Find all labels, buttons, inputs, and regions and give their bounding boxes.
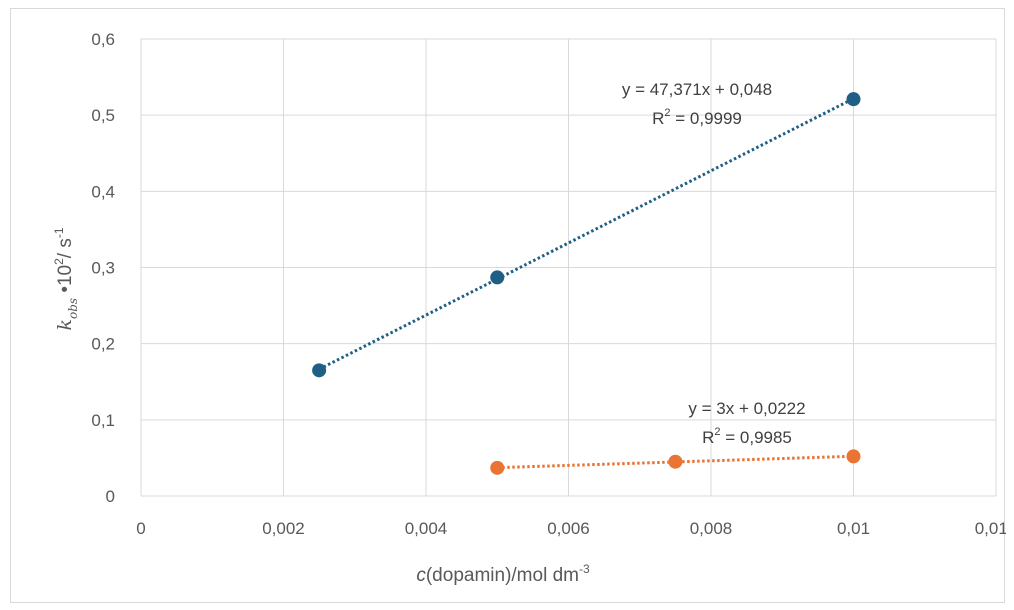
- series-1-r-squared: R2 = 0,9999: [652, 107, 742, 128]
- y-tick-label-3: 0,3: [91, 259, 115, 278]
- series-1-equation: y = 47,371x + 0,048: [622, 80, 772, 99]
- data-points: [312, 92, 861, 475]
- series-1-trendline: [318, 97, 855, 371]
- x-axis-title: c(dopamin)/mol dm-3: [416, 562, 590, 586]
- gridlines: [140, 38, 997, 497]
- x-tick-label-4: 0,008: [690, 519, 733, 538]
- series-1-point-1: [312, 363, 327, 378]
- y-tick-label-2: 0,2: [91, 335, 115, 354]
- y-tick-label-6: 0,6: [91, 30, 115, 49]
- x-tick-label-5: 0,01: [837, 519, 870, 538]
- x-tick-label-0: 0: [136, 519, 145, 538]
- x-tick-label-2: 0,004: [405, 519, 448, 538]
- series-2-point-3: [846, 449, 861, 464]
- scatter-chart: 0 0,002 0,004 0,006 0,008 0,01 0,012 0 0,1 0,2 0,…: [52, 30, 1014, 586]
- x-tick-label-1: 0,002: [262, 519, 305, 538]
- series-2-point-1: [490, 460, 505, 475]
- series-2-point-2: [668, 454, 683, 469]
- x-tick-label-3: 0,006: [547, 519, 590, 538]
- chart-frame: 0 0,002 0,004 0,006 0,008 0,01 0,012 0 0,1 0,2 0,…: [10, 8, 1014, 603]
- y-tick-label-0: 0: [106, 487, 115, 506]
- trendlines: [318, 97, 855, 470]
- x-tick-label-6: 0,012: [975, 519, 1006, 538]
- y-tick-labels: 0 0,1 0,2 0,3 0,4 0,5 0,6: [91, 30, 115, 506]
- y-tick-label-1: 0,1: [91, 411, 115, 430]
- series-1-point-3: [846, 92, 861, 107]
- series-2-trendline: [497, 454, 854, 470]
- y-tick-label-5: 0,5: [91, 106, 115, 125]
- y-tick-label-4: 0,4: [91, 182, 115, 201]
- series-2-equation: y = 3x + 0,0222: [688, 399, 805, 418]
- series-2-r-squared: R2 = 0,9985: [702, 426, 792, 447]
- y-axis-title: kobs •102/ s-1: [52, 227, 80, 330]
- series-1-point-2: [490, 270, 505, 285]
- x-tick-labels: 0 0,002 0,004 0,006 0,008 0,01 0,012: [136, 519, 1014, 538]
